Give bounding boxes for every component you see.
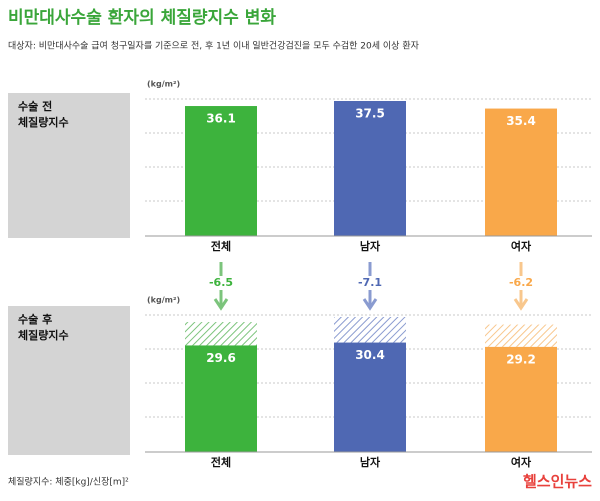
bar [485,108,557,236]
bar [485,346,557,452]
y-axis-label: (kg/m²) [147,296,180,305]
category-label: 전체 [211,239,231,253]
category-label: 전체 [211,455,231,469]
panel-label: 체질량지수 [18,115,69,129]
source-logo: 헬스인뉴스 [523,473,592,491]
change-hatch [185,322,257,346]
value-label: 35.4 [506,114,536,128]
arrow-head [362,298,378,311]
footnote: 체질량지수: 체중[kg]/신장[m]² [8,476,129,488]
subtitle: 대상자: 비만대사수술 급여 청구일자를 기준으로 전, 후 1년 이내 일반건… [8,40,420,52]
panel-box [8,93,130,238]
value-label: 37.5 [355,107,385,121]
arrow-head [513,298,529,311]
panel-label: 체질량지수 [18,328,69,342]
category-label: 남자 [360,239,381,253]
label-bg [203,276,239,290]
y-axis-label: (kg/m²) [147,80,180,89]
title: 비만대사수술 환자의 체질량지수 변화 [8,7,276,28]
bar [334,101,406,236]
category-label: 남자 [360,455,381,469]
change-hatch [334,317,406,343]
category-label: 여자 [511,455,532,469]
value-label: 36.1 [206,112,236,126]
value-label: 29.2 [506,352,536,366]
arrow-head [213,298,229,311]
change-label: -6.2 [509,276,533,289]
change-label: -7.1 [358,276,382,289]
bar [185,106,257,236]
bar [334,342,406,452]
panel-box [8,306,130,455]
change-hatch [485,324,557,347]
value-label: 30.4 [355,348,385,362]
bar [185,345,257,452]
category-label: 여자 [511,239,532,253]
panel-label: 수술 후 [18,312,52,326]
value-label: 29.6 [206,351,236,365]
change-label: -6.5 [209,276,233,289]
panel-label: 수술 전 [18,99,52,113]
label-bg [352,276,388,290]
label-bg [503,276,539,290]
